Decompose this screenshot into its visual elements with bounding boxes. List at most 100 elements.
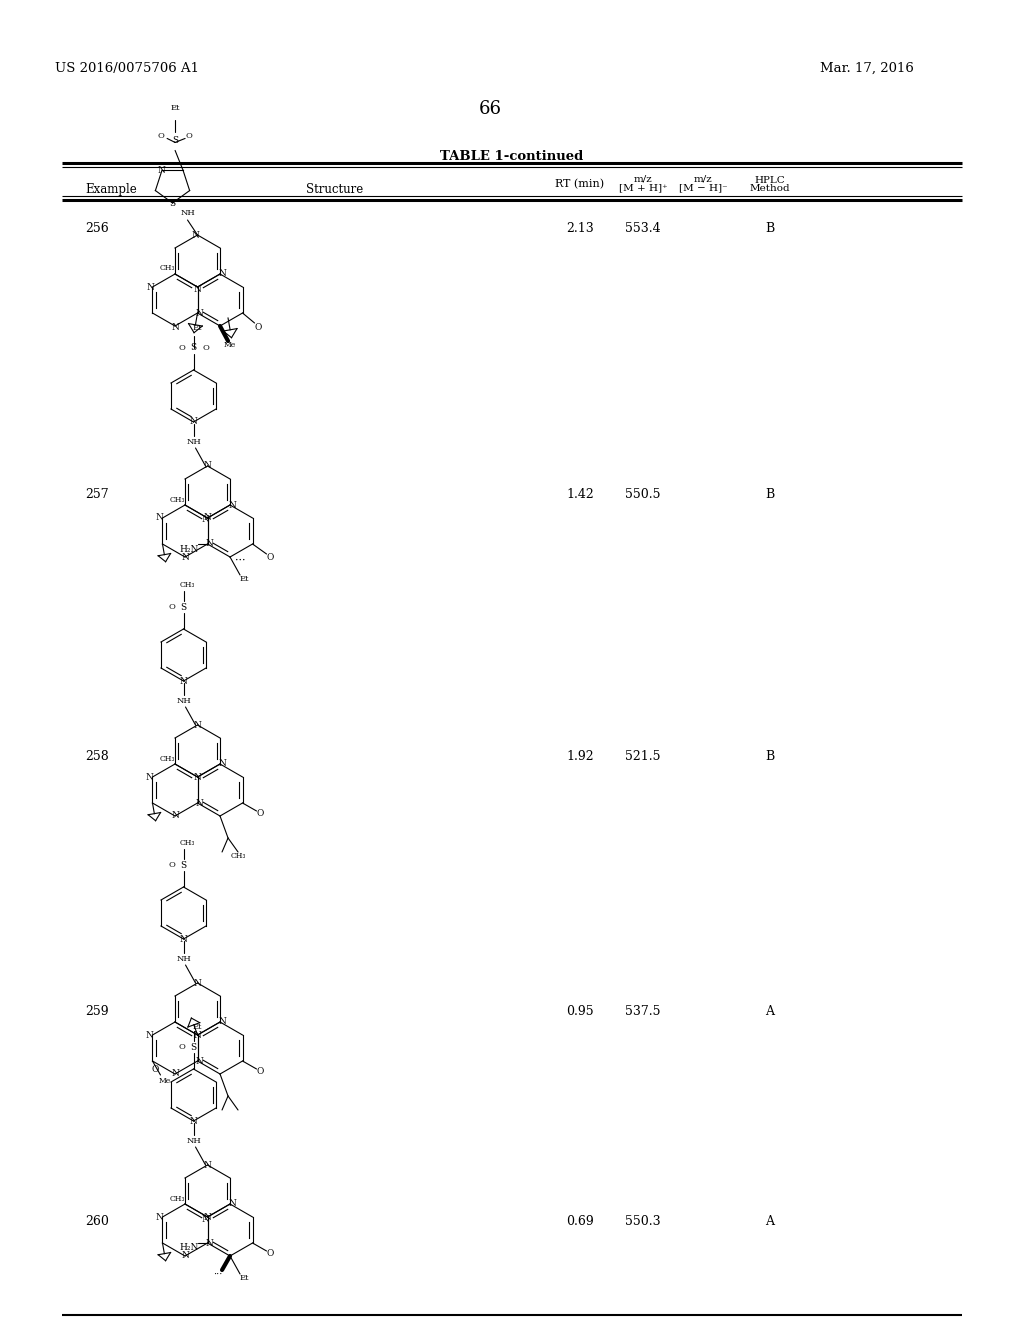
Text: N: N — [156, 513, 164, 523]
Text: 521.5: 521.5 — [626, 750, 660, 763]
Text: NH: NH — [180, 209, 195, 216]
Text: NH: NH — [186, 1137, 201, 1144]
Text: 2.13: 2.13 — [566, 222, 594, 235]
Text: N: N — [181, 553, 189, 561]
Text: N: N — [228, 1200, 236, 1209]
Text: N: N — [145, 772, 154, 781]
Text: O: O — [255, 322, 262, 331]
Text: Et: Et — [193, 323, 203, 333]
Text: N: N — [204, 462, 211, 470]
Text: O: O — [178, 345, 185, 352]
Text: N: N — [204, 1213, 211, 1221]
Text: S: S — [169, 198, 175, 207]
Text: 550.3: 550.3 — [626, 1214, 660, 1228]
Text: S: S — [172, 136, 178, 145]
Text: N: N — [196, 799, 204, 808]
Text: N: N — [146, 282, 155, 292]
Text: N: N — [194, 1031, 202, 1040]
Text: N: N — [171, 1069, 179, 1078]
Text: N: N — [218, 759, 226, 768]
Text: N: N — [158, 166, 166, 176]
Text: N: N — [194, 721, 202, 730]
Text: CH₃: CH₃ — [230, 851, 246, 861]
Text: N: N — [171, 812, 179, 821]
Text: Et: Et — [240, 576, 249, 583]
Text: 1.42: 1.42 — [566, 488, 594, 502]
Text: N: N — [181, 1251, 189, 1261]
Text: N: N — [202, 516, 210, 524]
Text: O: O — [168, 603, 175, 611]
Text: Et: Et — [170, 104, 180, 112]
Text: US 2016/0075706 A1: US 2016/0075706 A1 — [55, 62, 199, 75]
Text: O: O — [152, 1064, 159, 1073]
Text: H₂N: H₂N — [180, 544, 200, 553]
Text: ···: ··· — [234, 556, 246, 566]
Text: A: A — [766, 1005, 774, 1018]
Text: RT (min): RT (min) — [555, 180, 604, 189]
Text: N: N — [156, 1213, 164, 1221]
Text: S: S — [190, 343, 197, 352]
Text: A: A — [766, 1214, 774, 1228]
Text: N: N — [171, 323, 179, 333]
Text: O: O — [158, 132, 165, 140]
Text: 550.5: 550.5 — [626, 488, 660, 502]
Text: N: N — [204, 513, 211, 523]
Text: Example: Example — [85, 183, 137, 195]
Text: CH₃: CH₃ — [180, 581, 196, 589]
Text: O: O — [178, 1043, 185, 1051]
Text: N: N — [179, 676, 187, 685]
Text: Me: Me — [159, 1077, 171, 1085]
Text: N: N — [206, 540, 213, 549]
Text: 259: 259 — [85, 1005, 109, 1018]
Text: O: O — [267, 1250, 274, 1258]
Text: 258: 258 — [85, 750, 109, 763]
Text: [M + H]⁺: [M + H]⁺ — [618, 183, 668, 191]
Text: CH₃: CH₃ — [160, 264, 175, 272]
Text: N: N — [196, 309, 204, 318]
Text: 0.95: 0.95 — [566, 1005, 594, 1018]
Text: N: N — [202, 1214, 210, 1224]
Text: N: N — [189, 1117, 198, 1126]
Text: O: O — [185, 132, 193, 140]
Text: CH₃: CH₃ — [169, 1195, 184, 1203]
Text: 257: 257 — [85, 488, 109, 502]
Text: N: N — [194, 285, 202, 293]
Text: N: N — [189, 417, 198, 426]
Text: N: N — [228, 500, 236, 510]
Text: 1.92: 1.92 — [566, 750, 594, 763]
Text: N: N — [194, 772, 202, 781]
Text: HPLC: HPLC — [755, 176, 785, 185]
Text: N: N — [145, 1031, 154, 1040]
Text: N: N — [218, 1018, 226, 1027]
Text: N: N — [204, 1160, 211, 1170]
Text: N: N — [179, 935, 187, 944]
Text: N: N — [196, 1056, 204, 1065]
Text: S: S — [180, 602, 186, 611]
Text: O: O — [168, 861, 175, 869]
Text: S: S — [190, 1043, 197, 1052]
Text: NH: NH — [176, 697, 190, 705]
Text: m/z: m/z — [634, 176, 652, 183]
Text: NH: NH — [186, 438, 201, 446]
Text: O: O — [202, 345, 209, 352]
Text: CH₃: CH₃ — [160, 755, 175, 763]
Text: 260: 260 — [85, 1214, 109, 1228]
Text: 66: 66 — [478, 100, 502, 117]
Text: Et: Et — [193, 1023, 203, 1031]
Text: B: B — [765, 222, 774, 235]
Text: TABLE 1-continued: TABLE 1-continued — [440, 150, 584, 162]
Text: NH: NH — [176, 954, 190, 964]
Text: B: B — [765, 750, 774, 763]
Text: O: O — [267, 553, 274, 562]
Text: Structure: Structure — [306, 183, 364, 195]
Text: 256: 256 — [85, 222, 109, 235]
Text: O: O — [257, 809, 264, 818]
Text: 537.5: 537.5 — [626, 1005, 660, 1018]
Text: Mar. 17, 2016: Mar. 17, 2016 — [820, 62, 913, 75]
Text: Me: Me — [224, 341, 237, 348]
Text: B: B — [765, 488, 774, 502]
Text: N: N — [194, 978, 202, 987]
Text: Et: Et — [240, 1274, 249, 1282]
Text: 553.4: 553.4 — [626, 222, 660, 235]
Text: S: S — [180, 861, 186, 870]
